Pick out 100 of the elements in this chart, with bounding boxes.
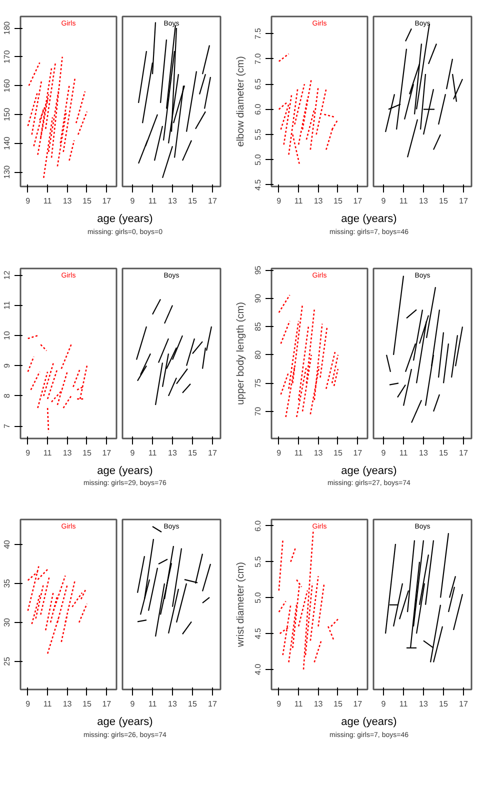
x-tick-label: 13 (314, 700, 324, 709)
x-tick-label: 17 (459, 196, 468, 206)
x-tick-label: 13 (419, 196, 428, 206)
x-tick-label: 15 (82, 700, 92, 709)
x-axis-title: age (years) (97, 212, 153, 227)
x-tick-label: 15 (82, 448, 92, 458)
y-tick-label: 150 (2, 107, 12, 122)
x-tick-label: 9 (26, 448, 31, 458)
x-tick-label: 11 (399, 700, 408, 709)
y-tick-label: 4.0 (254, 664, 262, 676)
x-tick-label: 11 (294, 700, 304, 709)
y-tick-label: 8 (2, 392, 12, 398)
x-tick-label: 17 (459, 700, 468, 709)
y-tick-label: 170 (2, 50, 12, 64)
x-tick-label: 9 (381, 196, 386, 206)
y-tick-label: 130 (2, 164, 12, 179)
x-tick-label: 15 (188, 700, 198, 709)
x-tick-label: 13 (62, 196, 72, 206)
y-tick-label: 9 (2, 362, 12, 368)
x-tick-label: 11 (294, 448, 304, 458)
x-tick-label: 17 (208, 700, 218, 709)
x-tick-label: 9 (276, 448, 282, 458)
y-tick-label: 30 (2, 618, 12, 628)
x-tick-label: 11 (294, 196, 304, 206)
x-tick-label: 17 (102, 196, 112, 206)
x-tick-label: 11 (399, 448, 408, 458)
x-tick-label: 15 (188, 196, 198, 206)
x-tick-label: 13 (168, 448, 178, 458)
y-tick-label: 5.0 (254, 154, 262, 166)
x-tick-label: 13 (419, 448, 428, 458)
y-tick-label: 180 (2, 20, 12, 35)
y-tick-label: 5.5 (254, 556, 262, 568)
x-tick-label: 17 (208, 448, 218, 458)
x-tick-label: 11 (43, 196, 52, 206)
y-axis-title: upper body length (cm) (236, 302, 246, 405)
y-axis-title: elbow diameter (cm) (236, 56, 246, 147)
x-tick-label: 15 (439, 700, 448, 709)
y-tick-label: 7 (2, 423, 12, 428)
y-tick-label: 5.5 (254, 128, 262, 140)
x-tick-label: 11 (399, 196, 408, 206)
y-tick-label: 4.5 (254, 178, 262, 191)
x-tick-label: 15 (334, 196, 343, 206)
x-tick-label: 9 (276, 196, 282, 206)
x-axis-title: age (years) (341, 212, 397, 227)
x-tick-label: 17 (353, 700, 363, 709)
y-tick-label: 6.0 (254, 520, 262, 532)
y-tick-label: 85 (254, 321, 262, 331)
y-tick-label: 35 (2, 578, 12, 588)
x-tick-label: 13 (419, 700, 428, 709)
x-tick-label: 15 (439, 196, 448, 206)
x-tick-label: 13 (314, 448, 324, 458)
y-tick-label: 160 (2, 78, 12, 92)
x-tick-label: 13 (62, 448, 72, 458)
x-tick-label: 15 (334, 700, 343, 709)
x-tick-label: 17 (353, 448, 363, 458)
x-tick-label: 13 (62, 700, 72, 709)
x-tick-label: 9 (26, 196, 31, 206)
x-tick-label: 15 (334, 448, 343, 458)
y-tick-label: 5.0 (254, 592, 262, 604)
x-tick-label: 15 (439, 448, 448, 458)
x-axis-title: age (years) (341, 715, 397, 730)
x-tick-label: 9 (381, 448, 386, 458)
x-tick-label: 11 (148, 448, 158, 458)
y-tick-label: 25 (2, 656, 12, 666)
x-tick-label: 9 (381, 700, 386, 709)
y-tick-label: 6.5 (254, 78, 262, 90)
x-tick-label: 13 (168, 196, 178, 206)
x-tick-label: 9 (130, 196, 136, 206)
x-axis-title: age (years) (97, 464, 153, 479)
x-tick-label: 17 (102, 700, 112, 709)
y-tick-label: 6.0 (254, 103, 262, 115)
x-tick-label: 17 (459, 448, 468, 458)
x-tick-label: 15 (188, 448, 198, 458)
x-tick-label: 11 (43, 700, 52, 709)
x-tick-label: 11 (43, 448, 52, 458)
y-tick-label: 10 (2, 330, 12, 340)
x-tick-label: 9 (276, 700, 282, 709)
y-tick-label: 80 (254, 350, 262, 360)
x-axis-title: age (years) (97, 715, 153, 730)
x-tick-label: 17 (208, 196, 218, 206)
x-tick-label: 17 (102, 448, 112, 458)
y-tick-label: 40 (2, 540, 12, 550)
y-tick-label: 95 (254, 264, 262, 274)
y-tick-label: 12 (2, 270, 12, 280)
x-tick-label: 15 (82, 196, 92, 206)
x-tick-label: 17 (353, 196, 363, 206)
y-tick-label: 90 (254, 293, 262, 303)
x-tick-label: 9 (26, 700, 31, 709)
x-tick-label: 13 (168, 700, 178, 709)
y-tick-label: 7.0 (254, 52, 262, 64)
y-tick-label: 140 (2, 136, 12, 150)
y-axis-title: wrist diameter (cm) (236, 562, 246, 648)
y-tick-label: 70 (254, 406, 262, 416)
x-tick-label: 9 (130, 700, 136, 709)
y-tick-label: 7.5 (254, 28, 262, 40)
y-tick-label: 75 (254, 378, 262, 388)
x-tick-label: 9 (130, 448, 136, 458)
x-tick-label: 13 (314, 196, 324, 206)
y-tick-label: 4.5 (254, 628, 262, 640)
x-tick-label: 11 (148, 196, 158, 206)
